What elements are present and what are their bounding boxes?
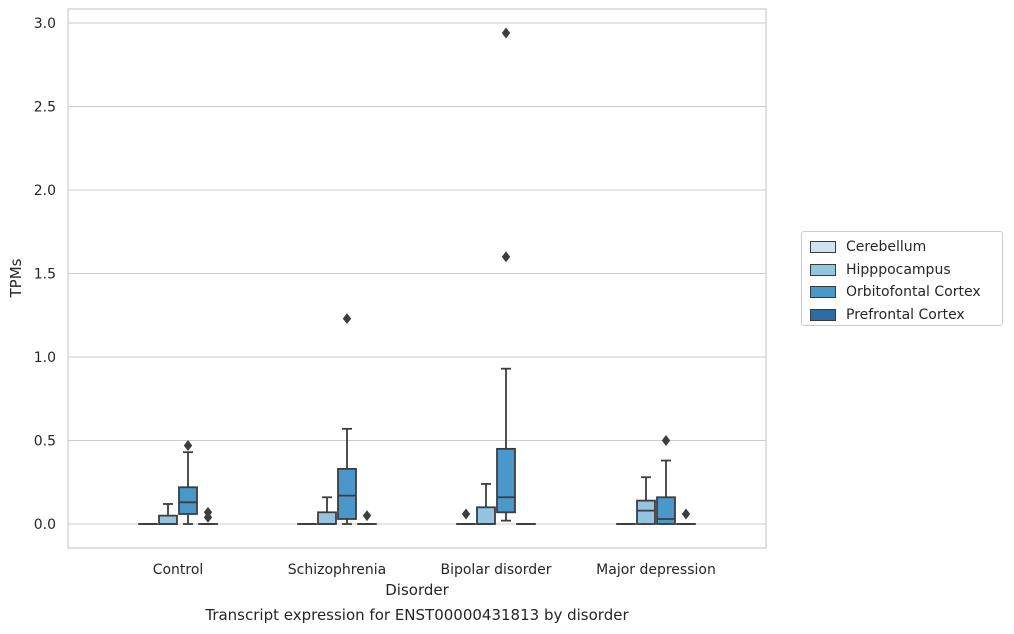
outlier-point xyxy=(362,510,372,522)
box-body xyxy=(158,514,178,525)
chart-caption: Transcript expression for ENST0000043181… xyxy=(205,606,629,624)
box-3-0 xyxy=(198,506,218,525)
legend-swatch xyxy=(810,286,836,299)
box-1-1 xyxy=(317,496,337,525)
box-2-0 xyxy=(178,440,198,525)
x-tick-labels: Control Schizophrenia Bipolar disorder Majo… xyxy=(153,562,716,578)
legend: Cerebellum Hipppocampus Orbitofontal Corte… xyxy=(801,231,1003,326)
box-2-2 xyxy=(496,27,516,522)
y-tick-label: 2.0 xyxy=(34,183,56,199)
box-body xyxy=(317,511,337,525)
outlier-point xyxy=(661,435,671,446)
outlier-point xyxy=(501,251,511,263)
outlier-point xyxy=(203,506,213,518)
box-body xyxy=(178,486,198,515)
legend-swatch xyxy=(810,241,836,254)
box-1-3 xyxy=(636,476,656,525)
legend-label: Orbitofontal Cortex xyxy=(846,284,981,301)
x-tick-label: Schizophrenia xyxy=(288,562,386,578)
x-axis-label: Disorder xyxy=(385,581,449,599)
legend-swatch xyxy=(810,263,836,276)
legend-item: Prefrontal Cortex xyxy=(810,304,994,327)
box-1-2 xyxy=(476,483,496,525)
x-tick-label: Major depression xyxy=(596,562,716,578)
outlier-point xyxy=(681,508,691,520)
x-tick-label: Bipolar disorder xyxy=(440,562,551,578)
box-body xyxy=(496,447,516,514)
legend-label: Prefrontal Cortex xyxy=(846,306,965,323)
y-tick-label: 1.0 xyxy=(34,350,56,366)
box-3-3 xyxy=(676,508,696,525)
legend-label: Cerebellum xyxy=(846,239,927,256)
outlier-point xyxy=(342,313,352,325)
legend-swatch xyxy=(810,308,836,321)
y-tick-label: 3.0 xyxy=(34,16,56,32)
box-0-2 xyxy=(456,508,476,525)
y-tick-label: 1.5 xyxy=(34,267,56,283)
box-body xyxy=(337,467,357,520)
y-tick-label: 2.5 xyxy=(34,100,56,116)
box-2-1 xyxy=(337,313,357,525)
outlier-point xyxy=(501,27,511,39)
y-axis-label: TPMs xyxy=(7,258,25,298)
legend-item: Orbitofontal Cortex xyxy=(810,281,994,304)
box-body xyxy=(636,499,656,525)
legend-item: Hipppocampus xyxy=(810,259,994,282)
box-2-3 xyxy=(656,435,676,525)
y-tick-labels: 0.0 0.5 1.0 1.5 2.0 2.5 3.0 xyxy=(34,16,56,533)
plot-area xyxy=(67,8,767,549)
y-tick-label: 0.0 xyxy=(34,517,56,533)
y-tick-label: 0.5 xyxy=(34,434,56,450)
box-body xyxy=(476,506,496,525)
outlier-point xyxy=(183,440,193,451)
boxes xyxy=(138,27,696,525)
box-3-1 xyxy=(357,510,377,525)
legend-item: Cerebellum xyxy=(810,236,994,259)
outlier-point xyxy=(461,508,471,520)
legend-label: Hipppocampus xyxy=(846,261,951,278)
x-tick-label: Control xyxy=(153,562,204,578)
box-1-0 xyxy=(158,503,178,525)
box-body xyxy=(656,496,676,525)
